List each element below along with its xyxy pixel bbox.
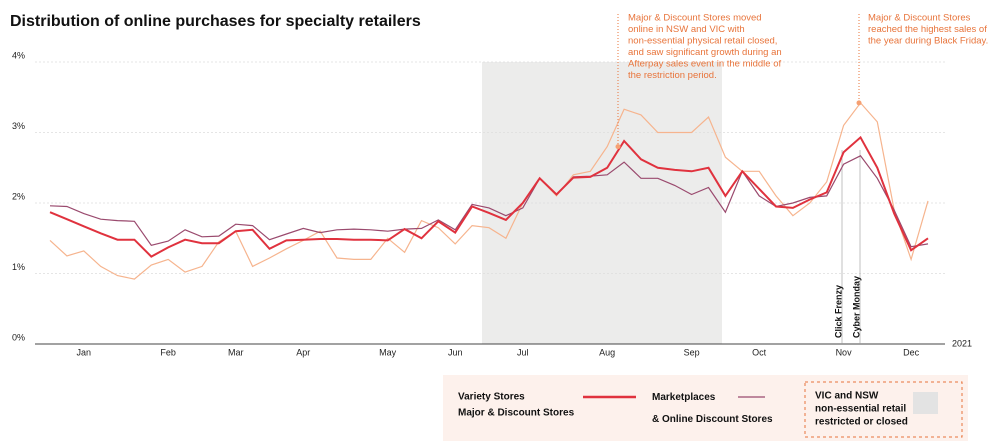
series-line: [49, 101, 929, 280]
restriction-shade: [482, 62, 722, 344]
y-tick-label: 4%: [12, 50, 25, 60]
annotation: and saw significant growth during an: [628, 47, 782, 58]
legend-restriction-label: VIC and NSW: [815, 391, 879, 402]
annotation-dot: [615, 144, 621, 150]
x-tick-label: Apr: [296, 347, 310, 357]
annotation: Afterpay sales event in the middle of: [628, 59, 782, 70]
x-tick-label: Sep: [684, 347, 700, 357]
series-line: [49, 155, 929, 248]
legend-restriction-label: restricted or closed: [815, 417, 908, 428]
year-label: 2021: [952, 338, 972, 348]
legend-restriction-label: non-essential retail: [815, 404, 906, 415]
annotation: reached the highest sales of: [868, 24, 987, 35]
y-tick-label: 2%: [12, 191, 25, 201]
legend-label: Marketplaces & Online Discount Stores: [652, 392, 773, 425]
x-tick-label: Dec: [903, 347, 920, 357]
annotation: online in NSW and VIC with: [628, 24, 745, 35]
x-tick-label: May: [379, 347, 397, 357]
chart-title: Distribution of online purchases for spe…: [10, 13, 421, 30]
x-tick-label: Feb: [160, 347, 176, 357]
series-line: [49, 135, 929, 258]
annotation: Major & Discount Stores: [868, 13, 971, 24]
x-tick-label: Mar: [228, 347, 244, 357]
event-label: Cyber Monday: [851, 276, 861, 338]
x-tick-label: Oct: [752, 347, 767, 357]
annotation: the restriction period.: [628, 70, 717, 81]
x-tick-label: Jan: [77, 347, 92, 357]
x-tick-label: Jul: [517, 347, 529, 357]
legend-label: Major & Discount Stores: [458, 408, 575, 419]
annotation: the year during Black Friday.: [868, 36, 988, 47]
y-tick-label: 1%: [12, 262, 25, 272]
legend-label: Variety Stores: [458, 392, 525, 403]
x-tick-label: Jun: [448, 347, 463, 357]
y-tick-label: 0%: [12, 332, 25, 342]
annotation: Major & Discount Stores moved: [628, 13, 762, 24]
x-tick-label: Nov: [836, 347, 853, 357]
y-tick-label: 3%: [12, 121, 25, 131]
x-tick-label: Aug: [599, 347, 615, 357]
legend: [443, 375, 968, 441]
legend-restriction-swatch: [913, 392, 938, 414]
event-label: Click Frenzy: [833, 285, 843, 338]
annotation-dot: [856, 100, 862, 106]
annotation: non-essential physical retail closed,: [628, 36, 777, 47]
legend-restriction-box: [804, 381, 963, 438]
